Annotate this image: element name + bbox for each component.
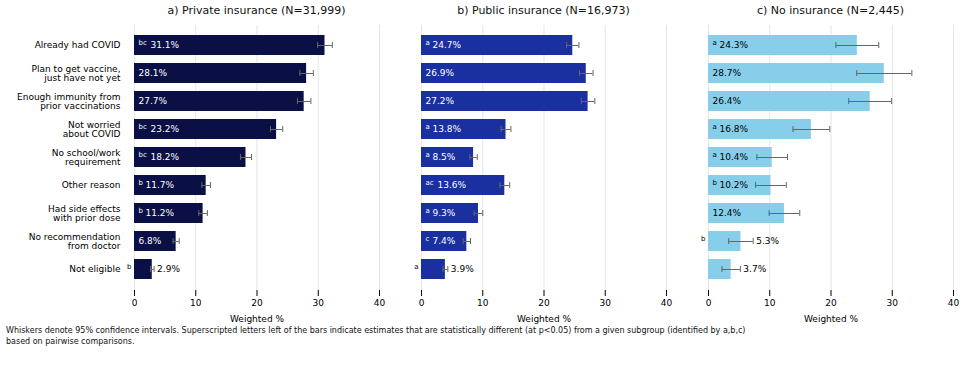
svg-text:40: 40 <box>374 298 386 308</box>
svg-text:13.6%: 13.6% <box>438 180 467 190</box>
svg-text:20: 20 <box>825 298 837 308</box>
svg-text:9.3%: 9.3% <box>433 208 456 218</box>
svg-text:16.8%: 16.8% <box>720 124 749 134</box>
svg-text:b: b <box>701 235 706 243</box>
svg-text:18.2%: 18.2% <box>151 152 180 162</box>
svg-text:13.8%: 13.8% <box>433 124 462 134</box>
svg-text:3.7%: 3.7% <box>743 264 766 274</box>
svg-text:20: 20 <box>538 298 550 308</box>
svg-text:b: b <box>127 263 132 271</box>
svg-text:10: 10 <box>190 298 202 308</box>
html-text:Whiskers denote 95% confidence: Whiskers denote 95% confidence intervals… <box>6 326 746 346</box>
svg-text:0: 0 <box>132 298 138 308</box>
svg-text:b: b <box>139 179 144 187</box>
html-text:a) Private insurance (N=31,999: a) Private insurance (N=31,999) <box>167 4 346 17</box>
svg-text:27.2%: 27.2% <box>426 96 455 106</box>
svg-text:20: 20 <box>251 298 263 308</box>
svg-text:28.1%: 28.1% <box>139 68 168 78</box>
svg-text:12.4%: 12.4% <box>713 208 742 218</box>
svg-text:10: 10 <box>477 298 489 308</box>
svg-text:2.9%: 2.9% <box>157 264 180 274</box>
svg-text:a: a <box>414 263 418 271</box>
svg-text:11.2%: 11.2% <box>146 208 175 218</box>
svg-text:Plan to get vaccine,just have: Plan to get vaccine,just have not yet <box>32 64 121 83</box>
svg-text:0: 0 <box>706 298 712 308</box>
svg-text:5.3%: 5.3% <box>756 236 779 246</box>
svg-text:7.4%: 7.4% <box>433 236 456 246</box>
svg-text:a: a <box>426 207 430 215</box>
svg-text:30: 30 <box>887 298 899 308</box>
svg-text:ac: ac <box>426 179 434 187</box>
svg-text:30: 30 <box>600 298 612 308</box>
svg-text:0: 0 <box>419 298 425 308</box>
svg-text:10.2%: 10.2% <box>720 180 749 190</box>
svg-text:a: a <box>426 123 430 131</box>
svg-text:3.9%: 3.9% <box>451 264 474 274</box>
svg-text:10.4%: 10.4% <box>720 152 749 162</box>
svg-text:26.9%: 26.9% <box>426 68 455 78</box>
svg-text:b: b <box>713 179 718 187</box>
svg-text:27.7%: 27.7% <box>139 96 168 106</box>
svg-text:31.1%: 31.1% <box>151 40 180 50</box>
svg-text:a: a <box>426 39 430 47</box>
svg-text:Weighted %: Weighted % <box>804 314 858 324</box>
svg-text:No school/workrequirement: No school/workrequirement <box>52 148 122 167</box>
svg-text:8.5%: 8.5% <box>433 152 456 162</box>
html-text:b) Public insurance (N=16,973): b) Public insurance (N=16,973) <box>457 4 630 17</box>
svg-text:24.7%: 24.7% <box>433 40 462 50</box>
svg-text:11.7%: 11.7% <box>146 180 175 190</box>
svg-text:a: a <box>713 123 717 131</box>
svg-text:Enough immunity fromprior vacc: Enough immunity fromprior vaccinations <box>17 92 121 111</box>
svg-text:bc: bc <box>139 123 147 131</box>
svg-text:a: a <box>713 39 717 47</box>
svg-text:Already had COVID: Already had COVID <box>35 40 121 50</box>
svg-text:40: 40 <box>948 298 960 308</box>
svg-text:a: a <box>426 151 430 159</box>
svg-text:26.4%: 26.4% <box>713 96 742 106</box>
svg-text:c: c <box>426 235 430 243</box>
svg-text:6.8%: 6.8% <box>139 236 162 246</box>
svg-text:Not worriedabout COVID: Not worriedabout COVID <box>63 120 121 139</box>
svg-text:bc: bc <box>139 39 147 47</box>
svg-text:a: a <box>713 151 717 159</box>
svg-text:23.2%: 23.2% <box>151 124 180 134</box>
svg-text:10: 10 <box>764 298 776 308</box>
svg-text:24.3%: 24.3% <box>720 40 749 50</box>
svg-text:Had side effectswith prior dos: Had side effectswith prior dose <box>48 204 121 223</box>
svg-text:b: b <box>139 207 144 215</box>
svg-text:28.7%: 28.7% <box>713 68 742 78</box>
svg-text:Not eligible: Not eligible <box>69 264 121 274</box>
svg-text:Weighted %: Weighted % <box>230 314 284 324</box>
svg-text:30: 30 <box>313 298 325 308</box>
svg-text:Other reason: Other reason <box>62 180 121 190</box>
svg-text:No recommendationfrom doctor: No recommendationfrom doctor <box>29 232 121 251</box>
html-text:c) No insurance (N=2,445): c) No insurance (N=2,445) <box>757 4 904 17</box>
svg-text:Weighted %: Weighted % <box>517 314 571 324</box>
svg-text:bc: bc <box>139 151 147 159</box>
svg-text:40: 40 <box>661 298 673 308</box>
